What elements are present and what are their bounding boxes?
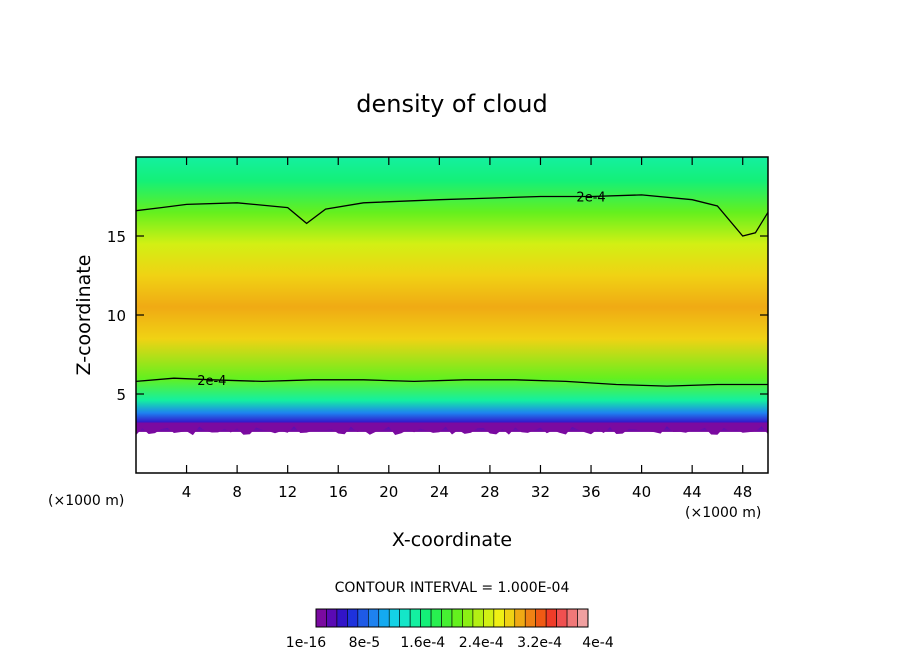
colorbar-swatch [430,608,442,628]
colorbar-swatch [378,608,390,628]
y-tick-label: 5 [116,386,126,404]
x-tick-label: 32 [531,483,550,501]
colorbar-swatch [524,608,536,628]
colorbar-swatch [556,608,568,628]
colorbar [315,608,589,628]
x-tick-label: 28 [480,483,499,501]
colorbar-swatch [315,608,327,628]
x-unit-label: (×1000 m) [685,505,761,521]
colorbar-swatch [483,608,495,628]
colorbar-swatch [399,608,411,628]
colorbar-label: 4e-4 [582,635,614,651]
colorbar-swatch [326,608,338,628]
x-axis-ticks: 4 8 12 16 20 24 28 32 36 40 44 48 [182,157,752,501]
y-axis-label: Z-coordinate [73,255,95,376]
contour-interval-label: CONTOUR INTERVAL = 1.000E-04 [335,580,570,596]
contour-label: 2e-4 [576,191,605,206]
colorbar-swatch [566,608,578,628]
colorbar-swatch [347,608,359,628]
colorbar-labels: 1e-16 8e-5 1.6e-4 2.4e-4 3.2e-4 4e-4 [286,635,614,651]
colorbar-label: 8e-5 [349,635,380,651]
colorbar-swatch [409,608,421,628]
contour-label: 2e-4 [197,374,226,389]
colorbar-frame [315,608,589,628]
colorbar-swatch [368,608,380,628]
y-axis-ticks: 5 10 15 [107,228,768,404]
colorbar-swatch [535,608,547,628]
x-axis-label: X-coordinate [392,529,512,551]
colorbar-swatch [451,608,463,628]
colorbar-swatch [472,608,484,628]
x-tick-label: 36 [581,483,600,501]
x-tick-label: 44 [683,483,702,501]
x-tick-label: 20 [379,483,398,501]
colorbar-label: 1.6e-4 [400,635,445,651]
colorbar-swatch [420,608,432,628]
x-tick-label: 4 [182,483,192,501]
contour-lines: 2e-4 2e-4 [135,191,769,389]
cloud-base-edge [136,422,768,436]
contour-line [135,194,769,237]
y-tick-label: 15 [107,228,126,246]
colorbar-label: 2.4e-4 [459,635,504,651]
colorbar-swatch [504,608,516,628]
colorbar-label: 3.2e-4 [517,635,562,651]
colorbar-swatch [441,608,453,628]
x-tick-label: 48 [733,483,752,501]
colorbar-swatch [388,608,400,628]
x-tick-label: 40 [632,483,651,501]
colorbar-swatch [336,608,348,628]
colorbar-swatch [514,608,526,628]
chart-title: density of cloud [356,90,547,118]
colorbar-swatch [545,608,557,628]
y-tick-label: 10 [107,307,126,325]
colorbar-swatch [493,608,505,628]
x-tick-label: 24 [430,483,449,501]
colorbar-swatch [577,608,589,628]
x-tick-label: 16 [329,483,348,501]
x-tick-label: 8 [232,483,242,501]
z-unit-label: (×1000 m) [48,493,124,509]
colorbar-swatch [462,608,474,628]
colorbar-swatch [357,608,369,628]
contour-line [135,377,768,387]
colorbar-label: 1e-16 [286,635,326,651]
x-tick-label: 12 [278,483,297,501]
